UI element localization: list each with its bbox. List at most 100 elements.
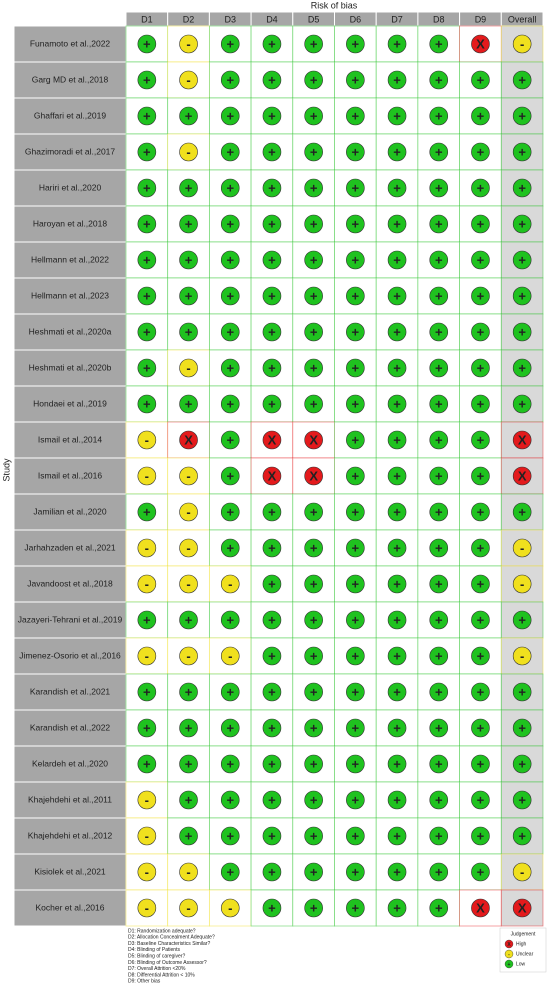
judgement-dot bbox=[262, 142, 282, 162]
judgement-dot bbox=[220, 682, 240, 702]
judgement-symbol: X bbox=[268, 468, 277, 483]
judgement-dot bbox=[512, 718, 532, 738]
judgement-dot bbox=[220, 358, 240, 378]
judgement-symbol: + bbox=[310, 36, 318, 51]
judgement-dot bbox=[220, 178, 240, 198]
judgement-dot bbox=[512, 286, 532, 306]
judgement-dot bbox=[179, 790, 198, 810]
judgement-dot bbox=[512, 826, 532, 846]
judgement-symbol: + bbox=[435, 144, 443, 159]
judgement-symbol: + bbox=[310, 396, 318, 411]
judgement-dot bbox=[512, 106, 532, 126]
judgement-dot bbox=[471, 106, 490, 126]
judgement-symbol: + bbox=[268, 540, 276, 555]
column-label: D5 bbox=[308, 14, 320, 24]
judgement-symbol: + bbox=[352, 396, 360, 411]
judgement-dot bbox=[512, 610, 532, 630]
judgement-symbol: + bbox=[435, 684, 443, 699]
study-label: Jazayeri-Tehrani et al.,2019 bbox=[18, 614, 123, 624]
judgement-symbol: + bbox=[226, 36, 234, 51]
judgement-dot bbox=[304, 574, 323, 594]
judgement-dot bbox=[471, 250, 490, 270]
judgement-symbol: + bbox=[393, 180, 401, 195]
judgement-dot bbox=[304, 790, 323, 810]
judgement-symbol: + bbox=[393, 540, 401, 555]
judgement-symbol: + bbox=[518, 396, 526, 411]
judgement-symbol: - bbox=[228, 576, 232, 591]
judgement-dot bbox=[512, 790, 532, 810]
judgement-symbol: + bbox=[268, 828, 276, 843]
judgement-dot bbox=[346, 466, 365, 486]
study-label: Heshmati et al.,2020b bbox=[29, 362, 112, 372]
judgement-dot bbox=[262, 466, 282, 486]
judgement-symbol: + bbox=[435, 216, 443, 231]
judgement-symbol: + bbox=[393, 324, 401, 339]
judgement-dot bbox=[471, 754, 490, 774]
judgement-symbol: + bbox=[518, 756, 526, 771]
judgement-symbol: + bbox=[185, 324, 193, 339]
judgement-symbol: + bbox=[310, 360, 318, 375]
judgement-cell bbox=[334, 61, 377, 99]
judgement-symbol: + bbox=[310, 216, 318, 231]
judgement-symbol: + bbox=[518, 288, 526, 303]
judgement-symbol: + bbox=[226, 504, 234, 519]
judgement-dot bbox=[137, 106, 157, 126]
judgement-symbol: + bbox=[268, 72, 276, 87]
judgement-symbol: + bbox=[268, 792, 276, 807]
study-cell bbox=[13, 601, 127, 639]
judgement-dot bbox=[346, 430, 365, 450]
judgement-dot bbox=[179, 214, 198, 234]
judgement-symbol: + bbox=[393, 144, 401, 159]
judgement-symbol: + bbox=[352, 648, 360, 663]
judgement-dot bbox=[387, 754, 407, 774]
judgement-dot bbox=[220, 250, 240, 270]
judgement-symbol: + bbox=[393, 216, 401, 231]
judgement-dot bbox=[429, 394, 449, 414]
judgement-symbol: - bbox=[186, 360, 190, 375]
judgement-dot bbox=[387, 718, 407, 738]
judgement-symbol: - bbox=[145, 540, 149, 555]
judgement-symbol: X bbox=[184, 432, 193, 447]
judgement-symbol: + bbox=[518, 108, 526, 123]
judgement-dot bbox=[512, 358, 532, 378]
judgement-symbol: + bbox=[352, 540, 360, 555]
judgement-dot bbox=[220, 430, 240, 450]
judgement-symbol: + bbox=[518, 180, 526, 195]
judgement-dot bbox=[304, 646, 323, 666]
judgement-dot bbox=[387, 286, 407, 306]
judgement-symbol: + bbox=[185, 108, 193, 123]
legend-label: Low bbox=[516, 961, 526, 967]
judgement-symbol: + bbox=[477, 432, 485, 447]
judgement-symbol: + bbox=[435, 828, 443, 843]
judgement-symbol: + bbox=[477, 864, 485, 879]
judgement-symbol: + bbox=[268, 180, 276, 195]
judgement-symbol: + bbox=[185, 792, 193, 807]
judgement-symbol: + bbox=[268, 252, 276, 267]
judgement-symbol: + bbox=[518, 504, 526, 519]
judgement-dot bbox=[471, 322, 490, 342]
judgement-symbol: + bbox=[226, 720, 234, 735]
judgement-symbol: + bbox=[518, 72, 526, 87]
judgement-dot bbox=[471, 610, 490, 630]
judgement-symbol: + bbox=[268, 684, 276, 699]
judgement-symbol: + bbox=[477, 360, 485, 375]
judgement-dot bbox=[179, 286, 198, 306]
judgement-dot bbox=[137, 34, 157, 54]
judgement-symbol: - bbox=[186, 864, 190, 879]
judgement-symbol: + bbox=[393, 252, 401, 267]
judgement-symbol: + bbox=[310, 540, 318, 555]
judgement-symbol: + bbox=[518, 684, 526, 699]
judgement-dot bbox=[512, 754, 532, 774]
judgement-symbol: + bbox=[185, 720, 193, 735]
judgement-dot bbox=[387, 394, 407, 414]
judgement-dot bbox=[179, 106, 198, 126]
judgement-symbol: - bbox=[186, 72, 190, 87]
judgement-dot bbox=[304, 286, 323, 306]
judgement-dot bbox=[137, 250, 157, 270]
judgement-symbol: + bbox=[143, 288, 151, 303]
judgement-cell bbox=[167, 169, 210, 207]
judgement-dot bbox=[179, 574, 198, 594]
judgement-symbol: + bbox=[352, 36, 360, 51]
judgement-symbol: + bbox=[185, 252, 193, 267]
judgement-dot bbox=[304, 214, 323, 234]
